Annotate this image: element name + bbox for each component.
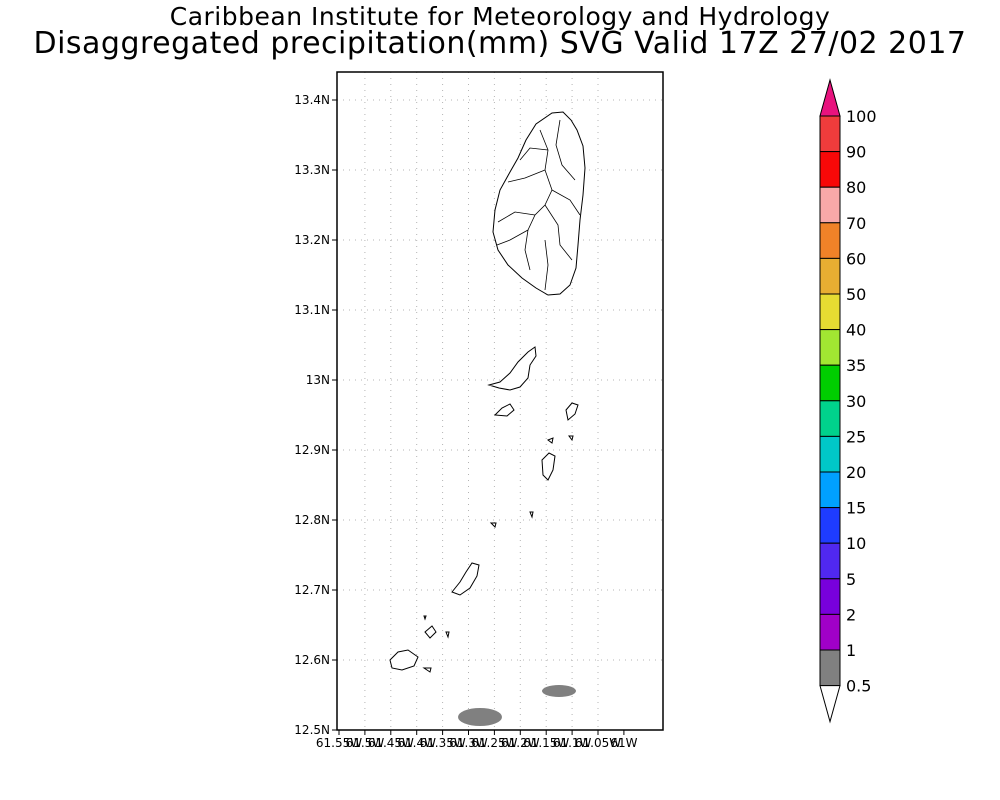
colorbar-label: 1	[846, 641, 856, 660]
colorbar-bottom-triangle	[819, 685, 841, 724]
colorbar-label: 25	[846, 427, 866, 446]
colorbar-segment	[819, 613, 841, 651]
institute-title: Caribbean Institute for Meteorology and …	[169, 2, 831, 31]
lon-tick-label: 61.1W	[553, 736, 592, 750]
colorbar-label: 15	[846, 499, 866, 518]
colorbar-label: 2	[846, 605, 856, 624]
colorbar-segment	[819, 329, 841, 366]
colorbar-label: 40	[846, 321, 866, 340]
colorbar-label: 90	[846, 143, 866, 162]
lon-tick-label: 61W	[610, 736, 637, 750]
colorbar-segment	[819, 435, 841, 473]
lon-tick-label: 61.4W	[397, 736, 436, 750]
st-vincent-island	[492, 111, 586, 296]
colorbar-segment	[819, 151, 841, 188]
lon-tick-label: 61.25W	[471, 736, 517, 750]
lat-tick-label: 12.8N	[294, 513, 330, 527]
colorbar-top-triangle	[819, 78, 841, 117]
colorbar-label: 70	[846, 214, 866, 233]
colorbar-segment	[819, 471, 841, 509]
southwest-rain-patch	[458, 708, 502, 726]
lat-tick-label: 12.6N	[294, 653, 330, 667]
colorbar-label: 20	[846, 463, 866, 482]
colorbar-segment	[819, 186, 841, 224]
colorbar-segment	[819, 293, 841, 331]
lon-tick-label: 61.55W	[316, 736, 362, 750]
colorbar-label: 35	[846, 356, 866, 375]
lat-tick-label: 13.2N	[294, 233, 330, 247]
map-grid	[337, 72, 663, 730]
lon-tick-label: 61.15W	[523, 736, 569, 750]
lon-tick-label: 61.45W	[368, 736, 414, 750]
latitude-labels: 13.4N 13.3N 13.2N 13.1N 13N 12.9N 12.8N 12.7N 12…	[294, 93, 337, 737]
colorbar-segment	[819, 222, 841, 259]
lat-tick-label: 13.1N	[294, 303, 330, 317]
grenadines-islands	[389, 346, 579, 673]
product-title: Disaggregated precipitation(mm) SVG Vali…	[33, 26, 967, 61]
lat-tick-label: 12.9N	[294, 443, 330, 457]
colorbar-segment	[819, 649, 841, 687]
lat-tick-label: 13N	[306, 373, 330, 387]
southeast-rain-patch	[542, 685, 576, 697]
lon-tick-label: 61.5W	[346, 736, 385, 750]
lat-tick-label: 13.4N	[294, 93, 330, 107]
colorbar-segment	[819, 542, 841, 580]
colorbar-segment	[819, 400, 841, 437]
lat-tick-label: 13.3N	[294, 163, 330, 177]
colorbar-segment	[819, 364, 841, 402]
colorbar-segment	[819, 115, 841, 153]
colorbar-label: 10	[846, 534, 866, 553]
lon-tick-label: 61.3W	[449, 736, 488, 750]
lat-tick-label: 12.7N	[294, 583, 330, 597]
colorbar-label: 5	[846, 570, 856, 589]
lat-tick-label: 12.5N	[294, 723, 330, 737]
colorbar-segment	[819, 507, 841, 544]
lon-tick-label: 61.2W	[501, 736, 540, 750]
colorbar-label: 0.5	[846, 677, 871, 696]
longitude-labels: 61.55W61.5W61.45W61.4W61.35W61.3W61.25W6…	[316, 730, 638, 750]
colorbar-label: 100	[846, 107, 877, 126]
lon-tick-label: 61.35W	[419, 736, 465, 750]
colorbar-label: 80	[846, 178, 866, 197]
colorbar-segment	[819, 257, 841, 295]
colorbar-label: 30	[846, 392, 866, 411]
map-frame	[336, 71, 664, 731]
colorbar-label: 60	[846, 249, 866, 268]
colorbar-label: 50	[846, 285, 866, 304]
colorbar: 100 90 80 70 60 50 40 35 30 25 20 15 10 5 2 1 0.5	[819, 78, 877, 724]
colorbar-segment	[819, 578, 841, 615]
lon-tick-label: 61.05W	[575, 736, 621, 750]
